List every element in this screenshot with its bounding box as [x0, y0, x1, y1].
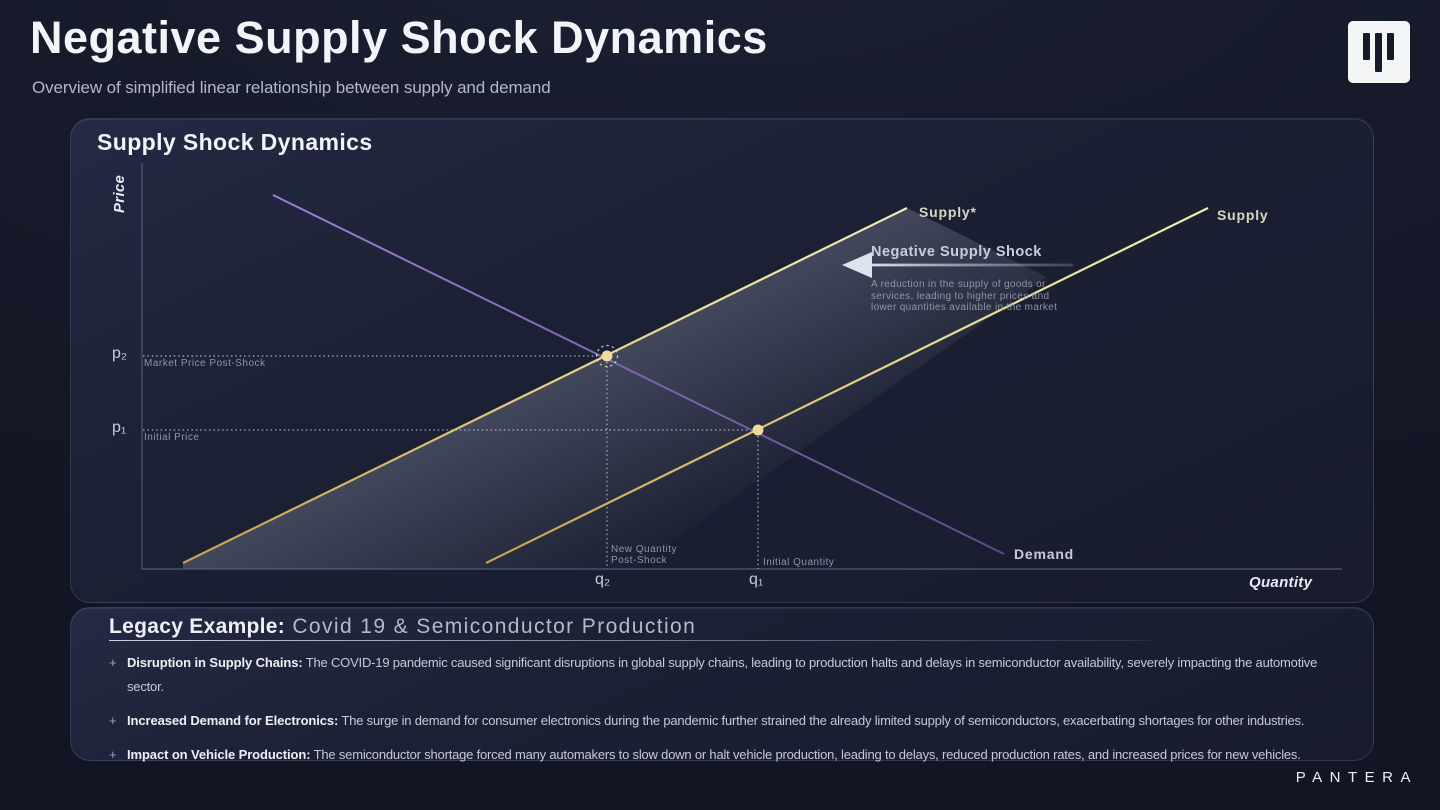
p2-caption: Market Price Post-Shock: [144, 358, 266, 369]
logo-bar-right: [1387, 33, 1394, 60]
shock-arrow-head: [842, 252, 872, 278]
bullet-disruption-supply-chains: + Disruption in Supply Chains: The COVID…: [109, 651, 1351, 699]
q2-caption: New Quantity Post-Shock: [611, 544, 678, 566]
plus-icon: +: [109, 713, 117, 728]
bullet-title: Increased Demand for Electronics:: [127, 713, 339, 728]
supply-shifted-line: [182, 207, 908, 564]
demand-line: [272, 194, 1005, 555]
bullet-body: The surge in demand for consumer electro…: [338, 713, 1305, 728]
plus-icon: +: [109, 655, 117, 670]
x-axis-label: Quantity: [1249, 574, 1313, 591]
y-axis-label: Price: [111, 174, 128, 213]
bullet-text: Disruption in Supply Chains: The COVID-1…: [127, 651, 1351, 699]
legacy-bullet-list: + Disruption in Supply Chains: The COVID…: [109, 651, 1351, 777]
p1-caption: Initial Price: [144, 432, 200, 443]
page-subtitle: Overview of simplified linear relationsh…: [32, 78, 551, 97]
logo-bar-left: [1363, 33, 1370, 60]
demand-label: Demand: [1014, 546, 1075, 562]
bullet-body: The COVID-19 pandemic caused significant…: [127, 655, 1318, 694]
legacy-example-panel: Legacy Example: Covid 19 & Semiconductor…: [70, 607, 1374, 762]
chart-title: Supply Shock Dynamics: [97, 129, 373, 155]
bullet-body: The semiconductor shortage forced many a…: [310, 747, 1301, 762]
bullet-increased-demand-electronics: + Increased Demand for Electronics: The …: [109, 709, 1351, 733]
initial-equilibrium-point: [752, 424, 764, 436]
bullet-text: Impact on Vehicle Production: The semico…: [127, 743, 1301, 767]
legacy-heading-bold: Legacy Example:: [109, 615, 286, 638]
legacy-heading-underline: [109, 640, 1151, 641]
q1-marker: q₁: [749, 571, 764, 588]
supply-line: [485, 207, 1209, 564]
q2-marker: q₂: [595, 571, 611, 588]
bullet-impact-vehicle-production: + Impact on Vehicle Production: The semi…: [109, 743, 1351, 767]
plus-icon: +: [109, 747, 117, 762]
legacy-example-heading: Legacy Example: Covid 19 & Semiconductor…: [109, 615, 696, 639]
supply-label: Supply: [1217, 207, 1269, 223]
shock-annotation-title: Negative Supply Shock: [871, 244, 1042, 260]
bullet-text: Increased Demand for Electronics: The su…: [127, 709, 1304, 733]
supply-shock-chart-panel: Supply Shock Dynamics Price Quantity Sup…: [70, 118, 1374, 603]
page-title: Negative Supply Shock Dynamics: [30, 12, 768, 63]
supply-shifted-label: Supply*: [919, 204, 977, 220]
p2-marker: p₂: [112, 345, 128, 362]
shock-annotation-body: A reduction in the supply of goods or se…: [871, 279, 1058, 313]
p1-marker: p₁: [112, 419, 127, 436]
pantera-logo: [1348, 21, 1410, 83]
q1-caption: Initial Quantity: [763, 557, 835, 568]
post-shock-equilibrium-point: [601, 350, 613, 362]
bullet-title: Disruption in Supply Chains:: [127, 655, 303, 670]
logo-bar-middle: [1375, 33, 1382, 72]
pantera-wordmark: PANTERA: [1295, 769, 1418, 786]
bullet-title: Impact on Vehicle Production:: [127, 747, 311, 762]
post-shock-equilibrium-ring: [595, 344, 619, 368]
supply-demand-diagram: [141, 163, 1342, 570]
supply-shift-glow: [183, 208, 1047, 569]
legacy-heading-rest: Covid 19 & Semiconductor Production: [285, 615, 697, 638]
shock-arrow-shaft: [870, 263, 1073, 267]
